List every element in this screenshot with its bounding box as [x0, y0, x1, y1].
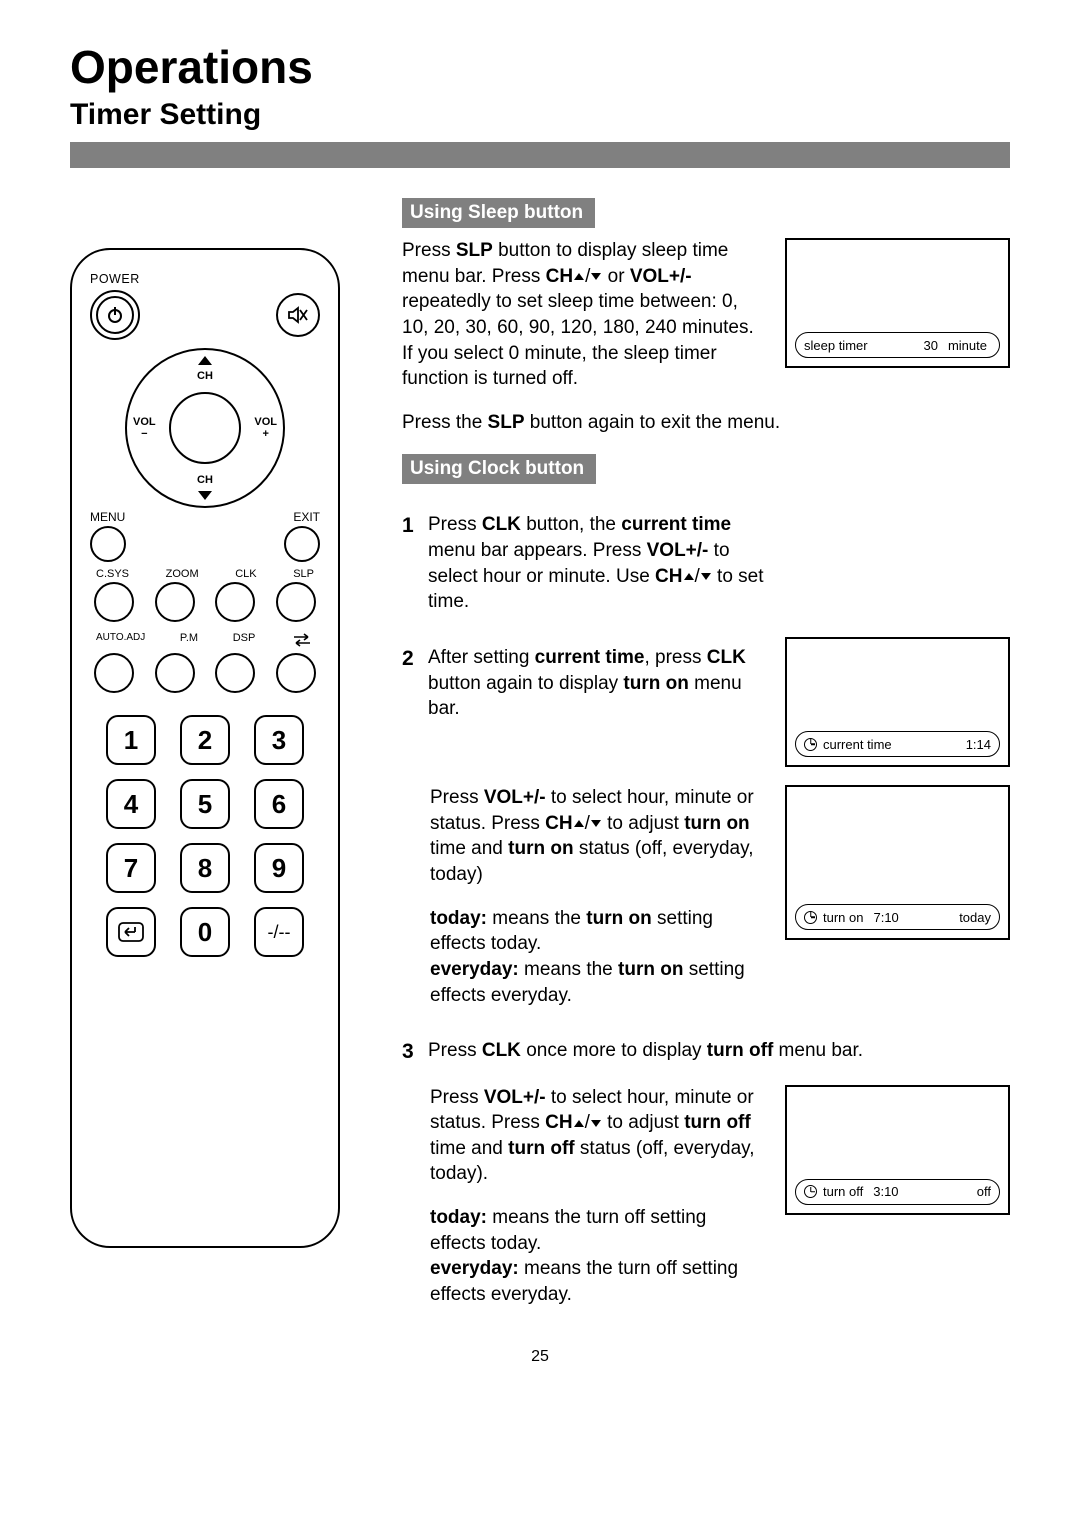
- num-5: 5: [180, 779, 230, 829]
- digit-toggle-button: -/--: [254, 907, 304, 957]
- down-icon: [591, 273, 601, 280]
- ct-osd-val: 1:14: [966, 737, 991, 752]
- num-8: 8: [180, 843, 230, 893]
- dsp-button: [215, 653, 255, 693]
- page-title: Operations: [70, 40, 1010, 94]
- row1-label-1: ZOOM: [166, 568, 199, 580]
- clock-icon: [804, 738, 817, 751]
- step-2-detail: Press VOL+/- to select hour, minute or s…: [402, 785, 765, 1008]
- ct-osd-label: current time: [823, 737, 892, 752]
- num-2: 2: [180, 715, 230, 765]
- sleep-osd-unit: minute: [944, 338, 991, 353]
- sleep-para1: Press SLP button to display sleep time m…: [402, 238, 765, 392]
- row1-label-0: C.SYS: [96, 568, 129, 580]
- slp-button: [276, 582, 316, 622]
- toff-osd-status: off: [977, 1184, 991, 1199]
- exit-label: EXIT: [293, 510, 320, 524]
- row2-label-1: P.M: [180, 632, 198, 651]
- mute-button: [276, 293, 320, 337]
- ton-osd-val: 7:10: [869, 910, 902, 925]
- step-1: 1 Press CLK button, the current time men…: [402, 512, 765, 615]
- num-3: 3: [254, 715, 304, 765]
- up-icon: [574, 273, 584, 280]
- page-number: 25: [70, 1348, 1010, 1366]
- num-6: 6: [254, 779, 304, 829]
- sleep-osd-val: 30: [924, 338, 938, 353]
- current-time-osd: current time 1:14: [785, 637, 1010, 767]
- ch-up-icon: [198, 356, 212, 365]
- clock-heading: Using Clock button: [402, 454, 596, 484]
- return-button: [106, 907, 156, 957]
- clock-icon: [804, 911, 817, 924]
- row1-label-2: CLK: [235, 568, 256, 580]
- turn-on-osd: turn on 7:10 today: [785, 785, 1010, 940]
- step-3: 3 Press CLK once more to display turn of…: [402, 1038, 1010, 1066]
- clk-button: [215, 582, 255, 622]
- row2-label-2: DSP: [233, 632, 256, 651]
- page-subtitle: Timer Setting: [70, 98, 1010, 132]
- sleep-heading: Using Sleep button: [402, 198, 595, 228]
- remote-illustration: POWER: [70, 248, 340, 1248]
- mute-icon: [287, 306, 309, 324]
- num-9: 9: [254, 843, 304, 893]
- ch-up-label: CH: [197, 370, 213, 382]
- clock-icon: [804, 1185, 817, 1198]
- power-label: POWER: [90, 272, 320, 286]
- num-7: 7: [106, 843, 156, 893]
- numpad: 1 2 3 4 5 6 7 8 9: [90, 715, 320, 957]
- step-2: 2 After setting current time, press CLK …: [402, 645, 765, 722]
- row1-label-3: SLP: [293, 568, 314, 580]
- ton-osd-label: turn on: [823, 910, 863, 925]
- step-3-detail: Press VOL+/- to select hour, minute or s…: [402, 1085, 765, 1308]
- sleep-osd-label: sleep timer: [804, 338, 868, 353]
- autoadj-button: [94, 653, 134, 693]
- zoom-button: [155, 582, 195, 622]
- num-1: 1: [106, 715, 156, 765]
- dpad: CH CH VOL− VOL+: [125, 348, 285, 508]
- ch-down-label: CH: [197, 474, 213, 486]
- vol-minus-label: VOL−: [133, 416, 156, 440]
- sleep-osd: sleep timer 30 minute: [785, 238, 1010, 368]
- vol-plus-label: VOL+: [254, 416, 277, 440]
- turn-off-osd: turn off 3:10 off: [785, 1085, 1010, 1215]
- ch-down-icon: [198, 491, 212, 500]
- menu-button: [90, 526, 126, 562]
- pm-button: [155, 653, 195, 693]
- menu-label: MENU: [90, 510, 125, 524]
- num-0: 0: [180, 907, 230, 957]
- row2-label-0: AUTO.ADJ: [96, 632, 145, 651]
- toff-osd-val: 3:10: [869, 1184, 902, 1199]
- num-4: 4: [106, 779, 156, 829]
- exit-button: [284, 526, 320, 562]
- power-button: [90, 290, 140, 340]
- divider-bar: [70, 142, 1010, 168]
- csys-button: [94, 582, 134, 622]
- swap-button: [276, 653, 316, 693]
- toff-osd-label: turn off: [823, 1184, 863, 1199]
- ton-osd-status: today: [959, 910, 991, 925]
- sleep-para2: Press the SLP button again to exit the m…: [402, 410, 1010, 436]
- swap-icon: [290, 632, 314, 651]
